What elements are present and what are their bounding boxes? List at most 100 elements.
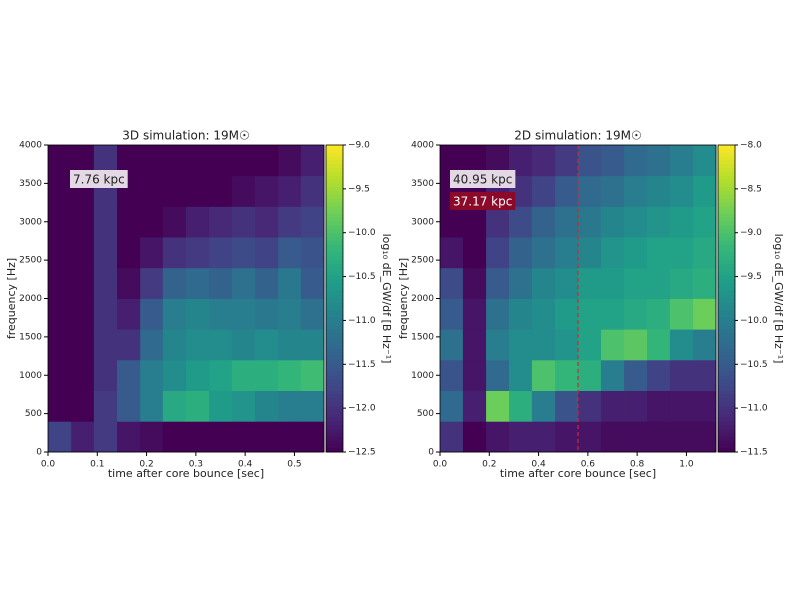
colorbar-swatch — [718, 263, 735, 269]
heatmap-cell — [624, 206, 648, 238]
heatmap-cell — [693, 145, 717, 177]
heatmap-cell — [48, 237, 72, 269]
heatmap-cell — [278, 206, 302, 238]
heatmap-cell — [624, 237, 648, 269]
y-tick-label: 3500 — [411, 179, 434, 189]
heatmap-cell — [48, 145, 72, 177]
colorbar-swatch — [718, 375, 735, 380]
heatmap-cell — [531, 421, 556, 453]
heatmap-cell — [647, 359, 671, 391]
heatmap-cell — [209, 390, 233, 422]
heatmap-cell — [117, 421, 141, 453]
colorbar-swatch — [326, 382, 343, 388]
x-tick-label: 0.3 — [189, 460, 203, 470]
heatmap-cell — [162, 175, 187, 207]
heatmap-cell — [71, 390, 95, 422]
y-tick-label: 0 — [428, 448, 434, 458]
heatmap-cell — [600, 421, 625, 453]
heatmap-cell — [509, 237, 533, 269]
heatmap-cell — [440, 206, 464, 238]
colorbar-swatch — [326, 294, 343, 299]
colorbar-label: log₁₀ dE_GW/df [B Hz⁻¹] — [380, 234, 393, 364]
colorbar-swatch — [326, 379, 343, 384]
colorbar-swatch — [718, 329, 735, 334]
colorbar-swatch — [326, 356, 343, 361]
heatmap-cell — [48, 298, 72, 330]
heatmap-cell — [255, 329, 279, 361]
heatmap-cell — [255, 237, 279, 269]
heatmap-cell — [600, 175, 625, 207]
heatmap-cell — [669, 145, 694, 177]
annotation-box — [70, 170, 128, 188]
heatmap-cell — [140, 298, 164, 330]
colorbar-tick-label: −9.5 — [740, 272, 762, 282]
x-tick-label: 0.6 — [581, 460, 596, 470]
heatmap-cell — [117, 329, 141, 361]
colorbar-swatch — [718, 444, 735, 449]
heatmap-cell — [300, 175, 325, 207]
heatmap-cell — [140, 145, 164, 177]
panel: 0.0 0.2 0.4 0.6 0.8 1.0 0 500 1000 1500 2000 2500 30… — [397, 129, 785, 481]
colorbar-tick-label: −11.0 — [740, 404, 768, 414]
heatmap-cell — [300, 206, 325, 238]
colorbar-swatch — [326, 329, 343, 334]
x-tick-label: 0.8 — [630, 460, 645, 470]
colorbar-swatch — [326, 240, 343, 246]
colorbar-swatch — [718, 179, 735, 184]
x-tick-label: 0.5 — [287, 460, 301, 470]
colorbar-swatch — [326, 413, 343, 418]
heatmap-cell — [162, 237, 187, 269]
heatmap-cell — [462, 298, 487, 330]
heatmap-cell — [93, 421, 118, 453]
colorbar-swatch — [718, 421, 735, 426]
colorbar-frame — [717, 144, 736, 453]
colorbar-swatch — [718, 344, 735, 349]
heatmap-cell — [693, 359, 717, 391]
colorbar-swatch — [326, 179, 343, 184]
colorbar-swatch — [326, 333, 343, 338]
heatmap-cell — [669, 175, 694, 207]
heatmap-cell — [462, 145, 487, 177]
colorbar-swatch — [326, 421, 343, 426]
colorbar-swatch — [326, 402, 343, 407]
heatmap-cell — [93, 145, 118, 177]
colorbar-swatch — [326, 260, 343, 265]
colorbar-swatch — [326, 371, 343, 376]
heatmap-cell — [117, 206, 141, 238]
colorbar-swatch — [718, 313, 735, 319]
colorbar-swatch — [326, 168, 343, 173]
heatmap-cell — [209, 421, 233, 453]
colorbar-swatch — [326, 256, 343, 261]
heatmap-cell — [231, 267, 256, 299]
heatmap-cell — [624, 421, 648, 453]
colorbar-swatch — [326, 409, 343, 415]
heatmap-cell — [48, 421, 72, 453]
colorbar-tick-label: −10.5 — [348, 272, 376, 282]
heatmap-cell — [278, 390, 302, 422]
y-tick-label: 500 — [25, 409, 42, 419]
heatmap-cell — [186, 267, 210, 299]
colorbar-swatch — [718, 191, 735, 196]
colorbar-tick-label: −11.5 — [348, 360, 376, 370]
colorbar-swatch — [326, 237, 343, 242]
colorbar-swatch — [326, 340, 343, 346]
heatmap-cell — [117, 267, 141, 299]
colorbar-swatch — [326, 317, 343, 323]
heatmap-cell — [278, 267, 302, 299]
y-tick-label: 1500 — [19, 332, 42, 342]
colorbar-swatch — [326, 191, 343, 196]
colorbar-swatch — [326, 183, 343, 188]
heatmap-cell — [531, 329, 556, 361]
colorbar-tick-label: −11.5 — [740, 448, 768, 458]
heatmap-cell — [140, 359, 164, 391]
x-tick-label: 0.2 — [139, 460, 153, 470]
colorbar-swatch — [718, 428, 735, 434]
x-axis-label: time after core bounce [sec] — [500, 467, 656, 480]
heatmap-cell — [693, 267, 717, 299]
heatmap-cell — [140, 237, 164, 269]
colorbar-swatch — [718, 317, 735, 323]
x-tick-label: 0.0 — [433, 460, 448, 470]
colorbar-swatch — [326, 336, 343, 342]
heatmap-cell — [186, 329, 210, 361]
colorbar-tick-label: −10.0 — [348, 228, 376, 238]
